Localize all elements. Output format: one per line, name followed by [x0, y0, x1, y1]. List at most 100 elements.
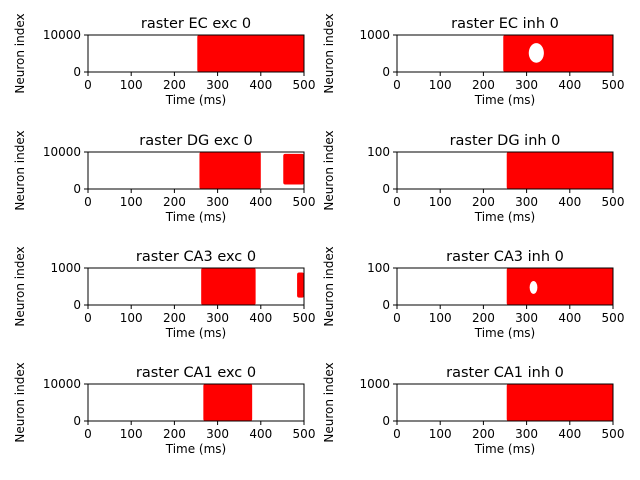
x-tick-label: 100	[429, 311, 452, 325]
axes-frame	[87, 34, 305, 73]
panel-title: raster CA3 exc 0	[136, 249, 256, 265]
plot-area	[203, 384, 253, 421]
spike-block	[199, 152, 261, 189]
y-tick-label: 0	[73, 298, 81, 312]
x-tick-label: 300	[515, 311, 538, 325]
panel-title: raster CA1 exc 0	[136, 365, 256, 381]
spike-block	[197, 35, 304, 72]
x-tick-label: 200	[472, 311, 495, 325]
panel-title: raster CA3 inh 0	[446, 249, 564, 265]
x-axis-label: Time (ms)	[474, 93, 536, 107]
spike-block	[203, 384, 253, 421]
x-tick-label: 100	[429, 78, 452, 92]
x-tick-label: 300	[515, 78, 538, 92]
panel-title: raster CA1 inh 0	[446, 365, 564, 381]
x-tick-label: 0	[84, 78, 92, 92]
x-tick-label: 300	[515, 427, 538, 441]
x-tick-label: 300	[206, 78, 229, 92]
x-axis-label: Time (ms)	[474, 210, 536, 224]
x-tick-label: 400	[558, 427, 581, 441]
plot-area	[506, 384, 613, 421]
raster-panel: raster CA1 inh 0 0 100 200 300 400 500 0 1000 Tim…	[322, 362, 624, 456]
x-tick-label: 0	[84, 195, 92, 209]
x-tick-label: 500	[602, 78, 625, 92]
x-axis-label: Time (ms)	[474, 326, 536, 340]
axes-frame	[396, 34, 614, 73]
axes-frame	[87, 383, 305, 422]
x-tick-label: 200	[163, 311, 186, 325]
spike-block	[503, 35, 613, 72]
y-tick-label: 0	[73, 65, 81, 79]
spike-block	[506, 268, 613, 305]
x-tick-label: 500	[602, 427, 625, 441]
y-tick-label: 100	[367, 261, 390, 275]
y-tick-label: 10000	[43, 377, 81, 391]
raster-panel: raster CA1 exc 0 0 100 200 300 400 500 0 10000 Ti…	[13, 362, 315, 456]
x-tick-label: 400	[249, 78, 272, 92]
plot-area	[199, 152, 304, 189]
spike-block	[506, 384, 613, 421]
spike-block	[297, 272, 304, 298]
x-tick-label: 0	[393, 195, 401, 209]
x-tick-label: 0	[393, 311, 401, 325]
x-tick-label: 0	[84, 311, 92, 325]
x-tick-label: 400	[558, 311, 581, 325]
plot-area	[503, 35, 613, 72]
x-axis-label: Time (ms)	[165, 442, 227, 456]
x-tick-label: 400	[249, 311, 272, 325]
x-tick-label: 300	[206, 195, 229, 209]
y-axis-label: Neuron index	[13, 13, 27, 93]
y-tick-label: 0	[382, 182, 390, 196]
plot-area	[197, 35, 304, 72]
x-axis-label: Time (ms)	[165, 326, 227, 340]
y-tick-label: 10000	[43, 145, 81, 159]
y-axis-label: Neuron index	[322, 13, 336, 93]
x-tick-label: 100	[120, 427, 143, 441]
x-tick-label: 100	[120, 78, 143, 92]
x-axis-label: Time (ms)	[165, 210, 227, 224]
plot-area	[506, 268, 613, 305]
y-axis-label: Neuron index	[322, 246, 336, 326]
x-tick-label: 400	[249, 195, 272, 209]
x-tick-label: 300	[206, 427, 229, 441]
y-tick-label: 100	[367, 145, 390, 159]
x-tick-label: 500	[602, 195, 625, 209]
raster-panel: raster DG inh 0 0 100 200 300 400 500 0 100 Time …	[322, 130, 624, 224]
x-tick-label: 200	[472, 195, 495, 209]
y-axis-label: Neuron index	[322, 130, 336, 210]
x-tick-label: 200	[472, 427, 495, 441]
y-tick-label: 0	[382, 414, 390, 428]
x-tick-label: 200	[472, 78, 495, 92]
silent-gap	[529, 280, 538, 294]
y-axis-label: Neuron index	[13, 130, 27, 210]
x-tick-label: 0	[84, 427, 92, 441]
y-tick-label: 10000	[43, 28, 81, 42]
y-tick-label: 0	[73, 182, 81, 196]
panel-title: raster EC exc 0	[141, 16, 251, 32]
x-tick-label: 500	[293, 78, 316, 92]
x-tick-label: 100	[429, 195, 452, 209]
raster-panel: raster DG exc 0 0 100 200 300 400 500 0 10000 Tim…	[13, 130, 315, 224]
x-tick-label: 100	[429, 427, 452, 441]
x-tick-label: 200	[163, 195, 186, 209]
x-tick-label: 400	[558, 195, 581, 209]
raster-panel: raster EC exc 0 0 100 200 300 400 500 0 10000 Tim…	[13, 13, 315, 107]
x-tick-label: 500	[602, 311, 625, 325]
x-tick-label: 400	[249, 427, 272, 441]
y-tick-label: 1000	[50, 261, 81, 275]
x-tick-label: 300	[515, 195, 538, 209]
x-tick-label: 300	[206, 311, 229, 325]
x-tick-label: 200	[163, 427, 186, 441]
raster-panel: raster EC inh 0 0 100 200 300 400 500 0 1000 Time…	[322, 13, 624, 107]
silent-gap	[528, 43, 544, 63]
y-axis-label: Neuron index	[13, 246, 27, 326]
panel-title: raster DG inh 0	[450, 133, 561, 149]
x-tick-label: 500	[293, 427, 316, 441]
axes-frame	[396, 267, 614, 306]
x-tick-label: 100	[120, 311, 143, 325]
plot-area	[506, 152, 613, 189]
x-tick-label: 500	[293, 311, 316, 325]
y-tick-label: 0	[382, 65, 390, 79]
y-tick-label: 0	[382, 298, 390, 312]
